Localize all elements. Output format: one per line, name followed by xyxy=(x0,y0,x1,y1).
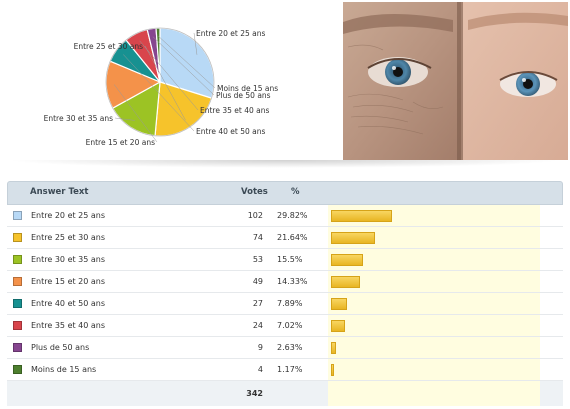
vote-percent: 14.33% xyxy=(277,277,308,286)
pie-panel: Entre 20 et 25 ans Entre 25 et 30 ans Entr… xyxy=(0,0,340,160)
bar-cell xyxy=(328,337,540,358)
pie-label-5: Entre 35 et 40 ans xyxy=(200,106,269,115)
table-row: Entre 30 et 35 ans 53 15.5% xyxy=(7,249,563,271)
color-swatch xyxy=(13,343,22,352)
pie-label-0: Entre 20 et 25 ans xyxy=(196,29,265,38)
header-pct: % xyxy=(291,187,300,197)
bar-cell xyxy=(328,227,540,248)
pie-leader-2 xyxy=(114,117,135,121)
vote-percent: 29.82% xyxy=(277,211,308,220)
pie-leader-4 xyxy=(123,54,195,132)
pie-label-4: Entre 40 et 50 ans xyxy=(196,127,265,136)
bar-cell xyxy=(328,293,540,314)
vote-percent: 15.5% xyxy=(277,255,303,264)
footer-bar-cell xyxy=(328,381,540,406)
percent-bar xyxy=(331,254,363,266)
results-table: Answer Text Votes % Entre 20 et 25 ans 10… xyxy=(7,181,563,406)
table-row: Plus de 50 ans 9 2.63% xyxy=(7,337,563,359)
percent-bar xyxy=(331,210,392,222)
vote-percent: 7.89% xyxy=(277,299,303,308)
bar-cell xyxy=(328,205,540,226)
pie-leader-7 xyxy=(158,35,216,89)
total-votes: 342 xyxy=(246,389,263,398)
table-row: Entre 35 et 40 ans 24 7.02% xyxy=(7,315,563,337)
vote-count: 24 xyxy=(252,321,263,330)
table-row: Entre 25 et 30 ans 74 21.64% xyxy=(7,227,563,249)
color-swatch xyxy=(13,365,22,374)
pie-leader-6 xyxy=(152,36,215,96)
panel-shadow xyxy=(6,160,562,168)
header-votes: Votes xyxy=(241,187,268,197)
header-answer: Answer Text xyxy=(30,187,89,197)
answer-text: Entre 40 et 50 ans xyxy=(31,299,106,308)
bar-cell xyxy=(328,249,540,270)
pie-label-6: Plus de 50 ans xyxy=(216,91,271,100)
percent-bar xyxy=(331,298,348,310)
table-row: Moins de 15 ans 4 1.17% xyxy=(7,359,563,381)
pie-outline xyxy=(105,27,215,137)
percent-bar xyxy=(331,320,346,332)
vote-count: 49 xyxy=(252,277,263,286)
answer-text: Entre 35 et 40 ans xyxy=(31,321,106,330)
pie-label-3: Entre 15 et 20 ans xyxy=(86,138,155,147)
table-row: Entre 40 et 50 ans 27 7.89% xyxy=(7,293,563,315)
vote-percent: 7.02% xyxy=(277,321,303,330)
answer-text: Entre 15 et 20 ans xyxy=(31,277,106,286)
answer-text: Entre 25 et 30 ans xyxy=(31,233,106,242)
vote-count: 9 xyxy=(257,343,263,352)
table-header: Answer Text Votes % xyxy=(7,181,563,205)
vote-count: 102 xyxy=(247,211,263,220)
vote-percent: 1.17% xyxy=(277,365,303,374)
pie-leader-5 xyxy=(139,40,199,111)
answer-text: Moins de 15 ans xyxy=(31,365,97,374)
table-row: Entre 20 et 25 ans 102 29.82% xyxy=(7,205,563,227)
vote-percent: 21.64% xyxy=(277,233,308,242)
bar-cell xyxy=(328,271,540,292)
color-swatch xyxy=(13,299,22,308)
percent-bar xyxy=(331,276,361,288)
vote-count: 4 xyxy=(257,365,263,374)
percent-bar xyxy=(331,232,376,244)
color-swatch xyxy=(13,321,22,330)
pie-label-1: Entre 25 et 30 ans xyxy=(74,42,143,51)
top-panel: Entre 20 et 25 ans Entre 25 et 30 ans Entr… xyxy=(0,0,570,168)
table-footer: 342 xyxy=(7,381,563,406)
pie-leader-3 xyxy=(113,84,158,143)
vote-count: 74 xyxy=(252,233,263,242)
table-body: Entre 20 et 25 ans 102 29.82% Entre 25 et 3… xyxy=(7,205,563,381)
table-row: Entre 15 et 20 ans 49 14.33% xyxy=(7,271,563,293)
vote-count: 53 xyxy=(252,255,263,264)
answer-text: Entre 30 et 35 ans xyxy=(31,255,106,264)
pie-leader-0 xyxy=(193,32,198,55)
vote-percent: 2.63% xyxy=(277,343,303,352)
color-swatch xyxy=(13,255,22,264)
color-swatch xyxy=(13,233,22,242)
answer-text: Entre 20 et 25 ans xyxy=(31,211,106,220)
photo-faces xyxy=(343,2,568,160)
color-swatch xyxy=(13,211,22,220)
percent-bar xyxy=(331,364,334,376)
color-swatch xyxy=(13,277,22,286)
percent-bar xyxy=(331,342,337,354)
pie-label-7: Moins de 15 ans xyxy=(217,84,278,93)
vote-count: 27 xyxy=(252,299,263,308)
faces-image xyxy=(343,2,568,160)
pie-chart: Entre 20 et 25 ans Entre 25 et 30 ans Entr… xyxy=(44,27,278,147)
pie-label-2: Entre 30 et 35 ans xyxy=(44,114,113,123)
bar-cell xyxy=(328,315,540,336)
bar-cell xyxy=(328,359,540,380)
answer-text: Plus de 50 ans xyxy=(31,343,90,352)
pie-leader-1 xyxy=(144,45,186,121)
